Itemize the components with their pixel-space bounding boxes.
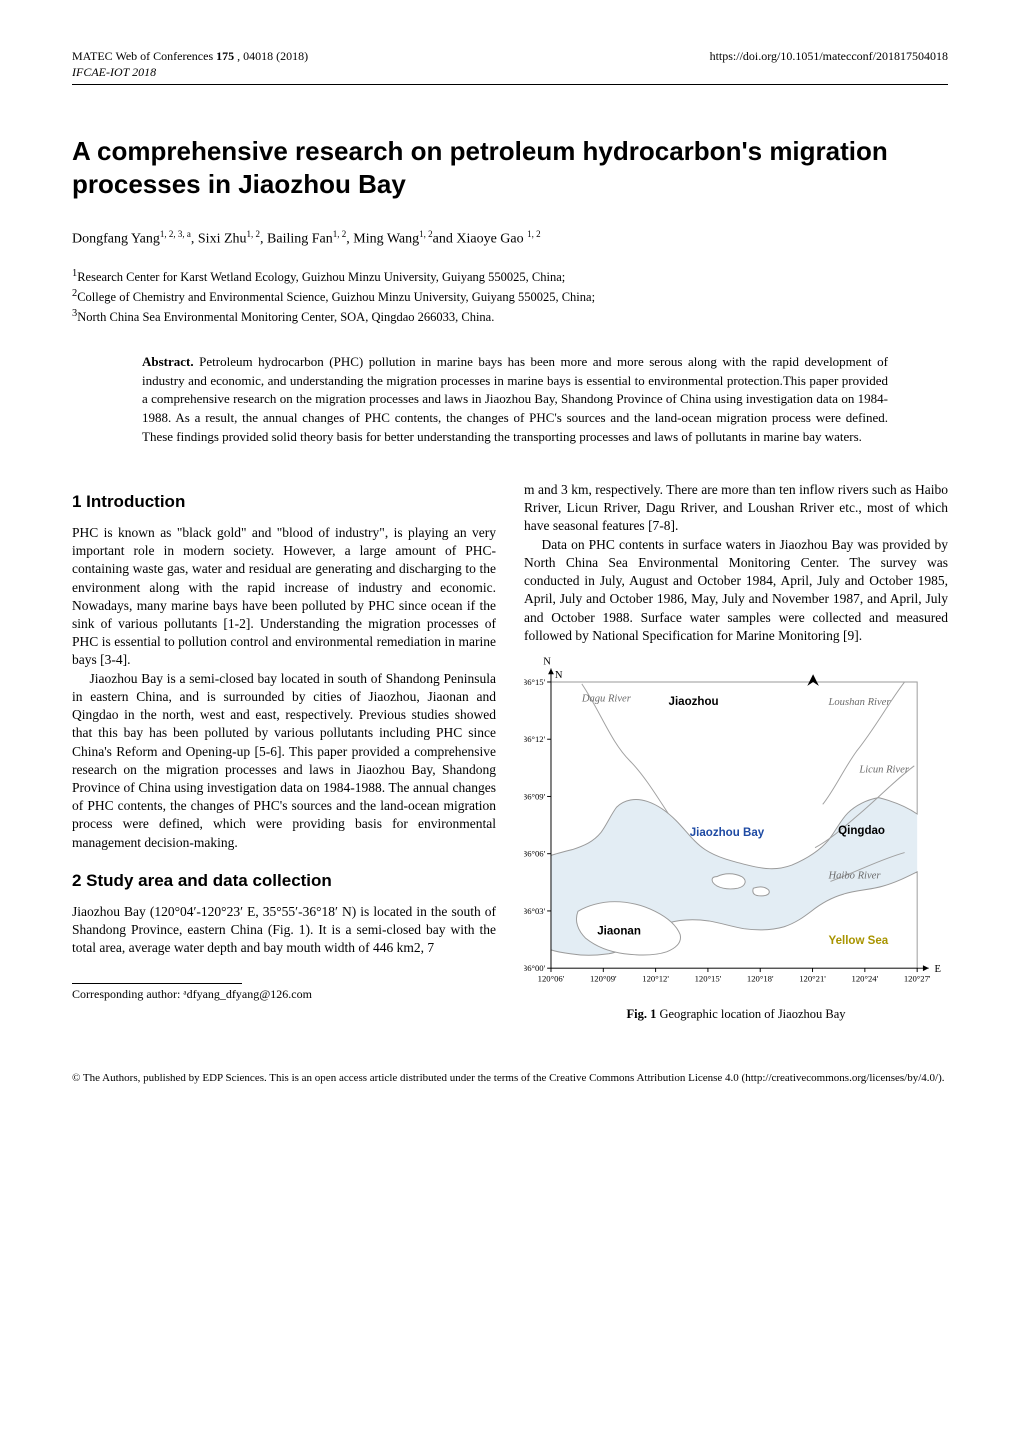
abstract-label: Abstract. [142, 354, 194, 369]
corresponding-rule [72, 983, 242, 984]
affiliation-2: College of Chemistry and Environmental S… [77, 290, 595, 304]
figure-1: 120°06' 120°09' 120°12' 120°15' 120°18' 120°2… [524, 655, 948, 1023]
section-1-title: 1 Introduction [72, 491, 496, 514]
paper-title: A comprehensive research on petroleum hy… [72, 135, 948, 200]
doi-link: https://doi.org/10.1051/matecconf/201817… [710, 48, 948, 80]
authors-line: Dongfang Yang1, 2, 3, a, Sixi Zhu1, 2, B… [72, 228, 948, 250]
author-5: Xiaoye Gao [456, 232, 523, 247]
section-2-cont-p1: m and 3 km, respectively. There are more… [524, 481, 948, 536]
author-3-sup: 1, 2 [333, 229, 347, 239]
author-4-sup: 1, 2 [419, 229, 433, 239]
two-column-body: 1 Introduction PHC is known as "black go… [72, 481, 948, 1023]
svg-text:Yellow Sea: Yellow Sea [829, 935, 889, 947]
svg-text:36°09': 36°09' [524, 791, 546, 801]
article-number: 04018 [243, 49, 273, 63]
svg-text:E: E [935, 964, 941, 975]
svg-text:120°24': 120°24' [852, 974, 879, 984]
abstract-block: Abstract. Petroleum hydrocarbon (PHC) po… [142, 353, 888, 447]
author-1-sup: 1, 2, 3, a [160, 229, 191, 239]
author-1: Dongfang Yang [72, 232, 160, 247]
svg-text:36°00': 36°00' [524, 963, 546, 973]
svg-text:120°18': 120°18' [747, 974, 774, 984]
section-2-cont-p2: Data on PHC contents in surface waters i… [524, 536, 948, 645]
journal-volume: 175 [216, 49, 234, 63]
affiliations: 1Research Center for Karst Wetland Ecolo… [72, 266, 948, 327]
author-4: Ming Wang [353, 232, 419, 247]
abstract-text: Petroleum hydrocarbon (PHC) pollution in… [142, 354, 888, 444]
svg-text:Qingdao: Qingdao [838, 825, 885, 837]
figure-1-caption: Fig. 1 Geographic location of Jiaozhou B… [524, 1006, 948, 1023]
svg-text:36°03': 36°03' [524, 906, 546, 916]
section-2-title: 2 Study area and data collection [72, 870, 496, 893]
author-2-sup: 1, 2 [247, 229, 261, 239]
svg-text:Dagu River: Dagu River [581, 693, 632, 704]
figure-1-caption-text: Geographic location of Jiaozhou Bay [659, 1007, 845, 1021]
corresponding-author: Corresponding author: ᵃdfyang_dfyang@126… [72, 986, 496, 1002]
figure-1-caption-label: Fig. 1 [626, 1007, 656, 1021]
svg-text:N: N [543, 657, 551, 668]
article-year: (2018) [276, 49, 308, 63]
left-column: 1 Introduction PHC is known as "black go… [72, 481, 496, 1023]
svg-text:120°27': 120°27' [904, 974, 931, 984]
author-5-sup: 1, 2 [527, 229, 541, 239]
affiliation-1: Research Center for Karst Wetland Ecolog… [77, 270, 565, 284]
figure-1-map: 120°06' 120°09' 120°12' 120°15' 120°18' 120°2… [524, 655, 948, 1002]
author-3: Bailing Fan [267, 232, 333, 247]
svg-text:Loushan River: Loushan River [828, 697, 892, 708]
svg-text:N: N [555, 670, 563, 681]
svg-text:Jiaozhou Bay: Jiaozhou Bay [690, 827, 765, 839]
license-text: © The Authors, published by EDP Sciences… [72, 1071, 948, 1086]
section-1-p1: PHC is known as "black gold" and "blood … [72, 524, 496, 670]
svg-text:Haibo River: Haibo River [828, 871, 882, 882]
journal-name: MATEC Web of Conferences [72, 49, 213, 63]
svg-text:36°15': 36°15' [524, 677, 546, 687]
section-1-p2: Jiaozhou Bay is a semi-closed bay locate… [72, 670, 496, 852]
svg-text:120°09': 120°09' [590, 974, 617, 984]
svg-text:120°12': 120°12' [642, 974, 669, 984]
header-left: MATEC Web of Conferences 175 , 04018 (20… [72, 48, 308, 80]
svg-text:120°21': 120°21' [799, 974, 826, 984]
svg-text:Jiaozhou: Jiaozhou [669, 696, 719, 708]
right-column: m and 3 km, respectively. There are more… [524, 481, 948, 1023]
svg-text:Licun River: Licun River [858, 765, 910, 776]
affiliation-3: North China Sea Environmental Monitoring… [77, 311, 494, 325]
svg-text:120°06': 120°06' [538, 974, 565, 984]
svg-text:120°15': 120°15' [695, 974, 722, 984]
page-header: MATEC Web of Conferences 175 , 04018 (20… [72, 48, 948, 80]
svg-text:36°06': 36°06' [524, 849, 546, 859]
author-2: Sixi Zhu [198, 232, 247, 247]
header-rule [72, 84, 948, 85]
svg-text:36°12': 36°12' [524, 734, 546, 744]
conference-name: IFCAE-IOT 2018 [72, 65, 156, 79]
section-2-p1: Jiaozhou Bay (120°04′-120°23′ E, 35°55′-… [72, 903, 496, 958]
svg-text:Jiaonan: Jiaonan [597, 925, 641, 937]
